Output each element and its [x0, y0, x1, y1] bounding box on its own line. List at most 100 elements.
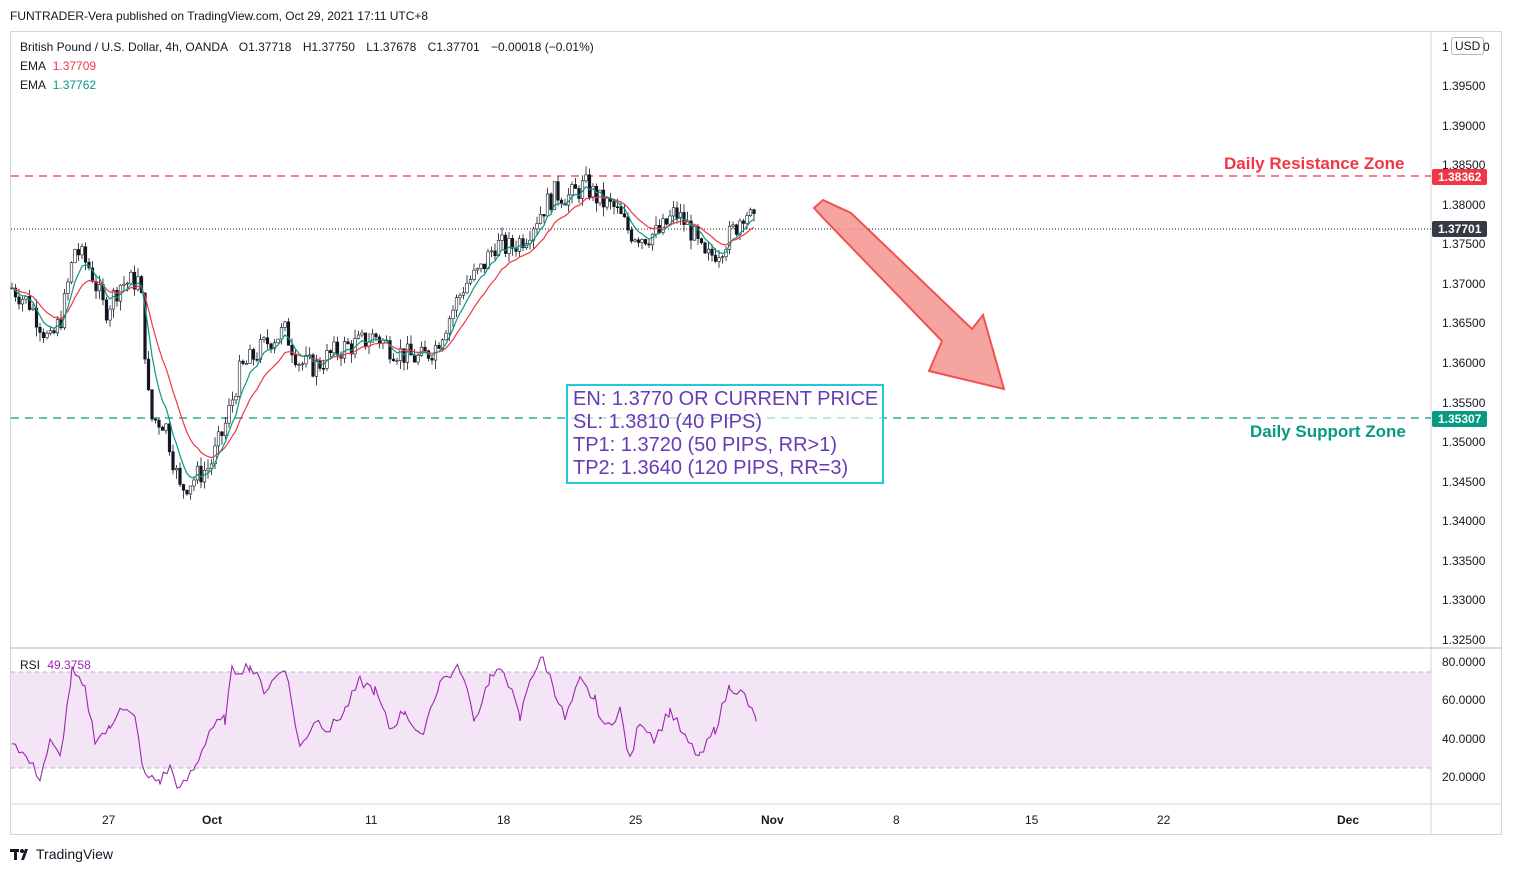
candle-body — [178, 467, 182, 485]
candle-body — [738, 220, 742, 235]
price-tick-label: 1.34000 — [1442, 514, 1486, 529]
ema-legend-1[interactable]: EMA 1.37709 — [20, 59, 96, 73]
candle-body — [38, 326, 42, 333]
price-tick-label: 1.39500 — [1442, 79, 1486, 93]
candle-body — [451, 309, 455, 319]
candle-body — [479, 263, 483, 269]
ema-value: 1.37709 — [52, 59, 97, 73]
candle-body — [132, 271, 137, 290]
candle-body — [507, 238, 511, 254]
candle-body — [409, 343, 413, 356]
candle-body — [248, 349, 252, 364]
candle-body — [636, 239, 641, 243]
ema-legend-2[interactable]: EMA 1.37762 — [20, 78, 96, 92]
candle-body — [335, 341, 340, 356]
candle-body — [220, 431, 224, 436]
candle-body — [489, 250, 494, 253]
support-zone-label[interactable]: Daily Support Zone — [1250, 422, 1406, 441]
candle-body — [503, 234, 508, 254]
price-axis-top-cut-left: 1 — [1442, 40, 1449, 54]
candle-body — [269, 343, 273, 349]
price-tick-label: 1.37000 — [1442, 276, 1486, 291]
time-tick-label: 22 — [1157, 813, 1171, 827]
candle-body — [272, 342, 277, 349]
ohlc-change: −0.00018 (−0.01%) — [491, 40, 594, 54]
candle-body — [283, 321, 287, 328]
candle-body — [465, 282, 469, 294]
candle-body — [731, 224, 735, 227]
rsi-tick-label: 80.0000 — [1442, 655, 1486, 669]
currency-button[interactable]: USD — [1451, 37, 1485, 55]
candle-body — [241, 360, 245, 364]
rsi-band — [11, 672, 1431, 768]
candle-body — [80, 246, 84, 256]
candle-body — [710, 248, 714, 256]
candle-body — [276, 338, 280, 344]
candle-body — [237, 360, 242, 397]
candle-body — [713, 254, 718, 262]
price-tick-label: 1.33500 — [1442, 553, 1486, 568]
tradingview-footer[interactable]: TradingView — [10, 846, 113, 862]
candle-body — [41, 332, 46, 339]
candle-body — [346, 341, 350, 345]
stop-loss-text: SL: 1.3810 (40 PIPS) — [573, 411, 763, 433]
candle-body — [664, 218, 669, 225]
time-tick-label: 15 — [1025, 813, 1039, 827]
candle-body — [216, 431, 221, 447]
price-axis-top-cut-right: 0 — [1483, 40, 1490, 54]
candle-body — [671, 207, 676, 217]
candle-body — [423, 346, 427, 352]
candle-body — [97, 284, 102, 292]
candle-body — [752, 209, 756, 214]
candle-body — [262, 337, 266, 340]
candle-body — [654, 225, 658, 235]
resistance-zone-label[interactable]: Daily Resistance Zone — [1224, 154, 1405, 173]
candle-body — [115, 289, 119, 302]
candle-body — [416, 355, 420, 363]
symbol-legend: British Pound / U.S. Dollar, 4h, OANDA O… — [20, 40, 594, 54]
candle-body — [129, 271, 133, 284]
candle-body — [398, 348, 403, 361]
candle-body — [300, 363, 305, 366]
rsi-legend[interactable]: RSI 49.3758 — [20, 658, 91, 672]
candle-body — [535, 223, 539, 230]
candle-body — [160, 426, 165, 431]
candle-body — [605, 197, 609, 208]
candle-body — [647, 243, 651, 246]
symbol-title[interactable]: British Pound / U.S. Dollar, 4h, OANDA — [20, 40, 228, 54]
candle-body — [167, 423, 172, 453]
candle-body — [286, 321, 291, 346]
candle-body — [48, 330, 53, 334]
candle-body — [143, 292, 147, 360]
price-tick-label: 1.38500 — [1442, 158, 1486, 173]
candle-body — [391, 358, 396, 362]
price-tick-label: 1.34500 — [1442, 474, 1486, 489]
candle-body — [734, 224, 739, 235]
candle-body — [153, 418, 158, 421]
candle-body — [104, 299, 109, 321]
candle-body — [720, 256, 725, 259]
candle-body — [661, 218, 665, 233]
price-tick-label: 1.35500 — [1442, 395, 1486, 410]
price-tick-label: 1.33000 — [1442, 593, 1486, 608]
price-tick-label: 1.36500 — [1442, 316, 1486, 331]
candle-body — [615, 206, 620, 208]
candle-body — [454, 297, 459, 311]
candle-body — [164, 423, 168, 431]
candle-body — [461, 292, 466, 296]
candle-body — [265, 337, 270, 345]
ohlc-open: O1.37718 — [238, 40, 292, 54]
candle-body — [510, 238, 515, 249]
candle-body — [552, 181, 557, 210]
candle-body — [549, 193, 553, 210]
candle-body — [52, 330, 56, 334]
candle-body — [181, 484, 186, 491]
rsi-tick-label: 60.0000 — [1442, 693, 1486, 708]
candle-body — [76, 249, 81, 256]
candle-body — [94, 281, 98, 292]
candle-body — [521, 238, 525, 248]
trade-plan-textbox[interactable]: EN: 1.3770 OR CURRENT PRICE SL: 1.3810 (… — [566, 384, 884, 484]
candle-body — [706, 248, 711, 254]
time-tick-label: 18 — [497, 813, 511, 827]
